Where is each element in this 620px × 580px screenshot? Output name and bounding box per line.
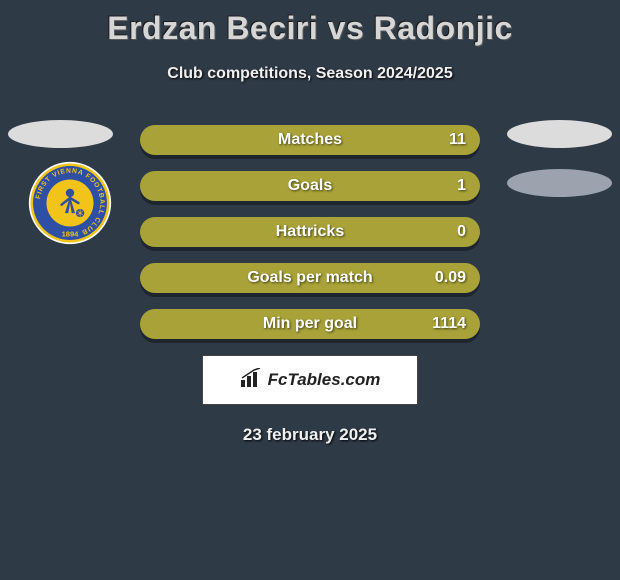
stat-label: Goals per match: [247, 269, 372, 286]
stat-label: Min per goal: [263, 315, 357, 332]
stats-bars: Matches 11 Goals 1 Hattricks 0 Goals per…: [140, 125, 480, 339]
stat-row-matches: Matches 11: [140, 125, 480, 155]
date-line: 23 february 2025: [0, 425, 620, 445]
stat-value: 0.09: [435, 263, 466, 293]
stat-label: Matches: [278, 131, 342, 148]
club-badge-first-vienna: FIRST VIENNA FOOTBALL CLUB 1894: [28, 161, 112, 245]
stat-row-goals: Goals 1: [140, 171, 480, 201]
brand-text: FcTables.com: [268, 370, 381, 390]
stat-label: Goals: [288, 177, 332, 194]
player-right-placeholder-1: [507, 120, 612, 148]
stat-value: 0: [457, 217, 466, 247]
stat-row-hattricks: Hattricks 0: [140, 217, 480, 247]
subtitle: Club competitions, Season 2024/2025: [0, 65, 620, 83]
brand-box[interactable]: FcTables.com: [202, 355, 418, 405]
stat-label: Hattricks: [276, 223, 344, 240]
page-title: Erdzan Beciri vs Radonjic: [0, 0, 620, 47]
stat-value: 1: [457, 171, 466, 201]
stat-value: 11: [449, 125, 466, 155]
stat-row-min-per-goal: Min per goal 1114: [140, 309, 480, 339]
svg-text:1894: 1894: [62, 230, 80, 239]
player-left-placeholder: [8, 120, 113, 148]
chart-icon: [240, 368, 262, 393]
player-right-placeholder-2: [507, 169, 612, 197]
stat-value: 1114: [432, 309, 466, 339]
stat-row-goals-per-match: Goals per match 0.09: [140, 263, 480, 293]
comparison-panel: FIRST VIENNA FOOTBALL CLUB 1894 Matches …: [0, 125, 620, 445]
